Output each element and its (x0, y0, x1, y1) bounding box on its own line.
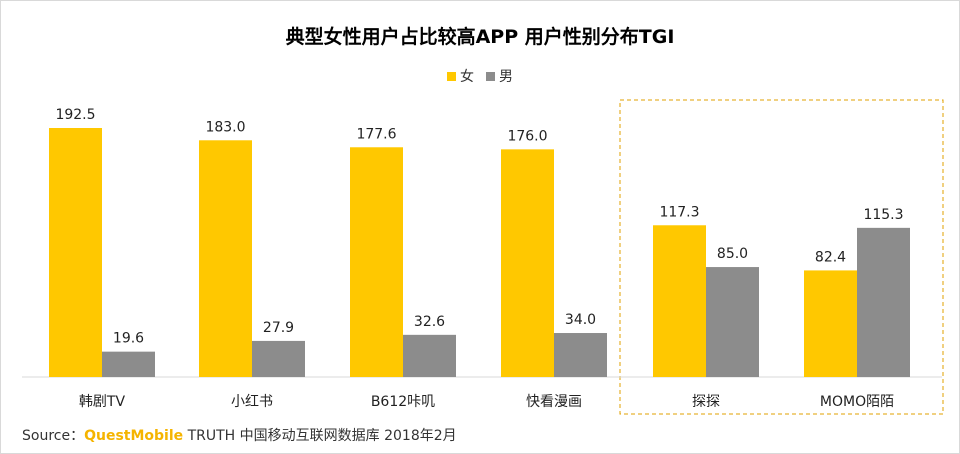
bar-male-0 (102, 351, 155, 377)
data-label-female-1: 183.0 (205, 119, 245, 135)
bar-female-3 (501, 149, 554, 377)
source-prefix: Source： (22, 428, 85, 444)
bar-male-1 (252, 340, 305, 377)
legend-swatch-female (447, 71, 456, 81)
bar-female-1 (199, 140, 252, 377)
category-label-1: 小红书 (231, 394, 273, 410)
category-label-0: 韩剧TV (79, 394, 126, 410)
bar-female-0 (49, 128, 102, 377)
bar-male-2 (403, 334, 456, 377)
data-label-female-0: 192.5 (55, 107, 95, 123)
bar-male-3 (554, 333, 607, 377)
source-brand: QuestMobile (84, 428, 184, 444)
data-label-male-2: 32.6 (414, 314, 445, 330)
data-label-female-5: 82.4 (815, 249, 846, 265)
legend-item-female: 女 (447, 66, 474, 86)
highlight-box (619, 99, 944, 415)
data-label-male-5: 115.3 (863, 207, 903, 223)
legend-swatch-male (486, 71, 495, 81)
bar-female-4 (653, 225, 706, 377)
data-label-male-3: 34.0 (565, 312, 596, 328)
category-label-4: 探探 (692, 394, 720, 410)
data-label-male-4: 85.0 (717, 246, 748, 262)
data-label-female-3: 176.0 (507, 128, 547, 144)
source-suffix: TRUTH 中国移动互联网数据库 2018年2月 (183, 428, 457, 444)
source-note: Source：QuestMobile TRUTH 中国移动互联网数据库 2018… (22, 425, 457, 445)
category-label-5: MOMO陌陌 (820, 394, 894, 410)
bar-male-5 (857, 227, 910, 377)
bar-female-5 (804, 270, 857, 377)
legend-label-female: 女 (460, 69, 474, 85)
data-label-male-1: 27.9 (263, 320, 294, 336)
legend: 女 男 (0, 66, 960, 86)
data-label-female-4: 117.3 (659, 204, 699, 220)
data-label-male-0: 19.6 (113, 331, 144, 347)
data-label-female-2: 177.6 (356, 126, 396, 142)
legend-label-male: 男 (499, 69, 513, 85)
category-label-3: 快看漫画 (526, 394, 582, 410)
bar-female-2 (350, 147, 403, 377)
chart-title: 典型女性用户占比较高APP 用户性别分布TGI (285, 26, 675, 48)
bar-male-4 (706, 267, 759, 377)
legend-item-male: 男 (486, 66, 513, 86)
category-label-2: B612咔叽 (371, 394, 435, 410)
